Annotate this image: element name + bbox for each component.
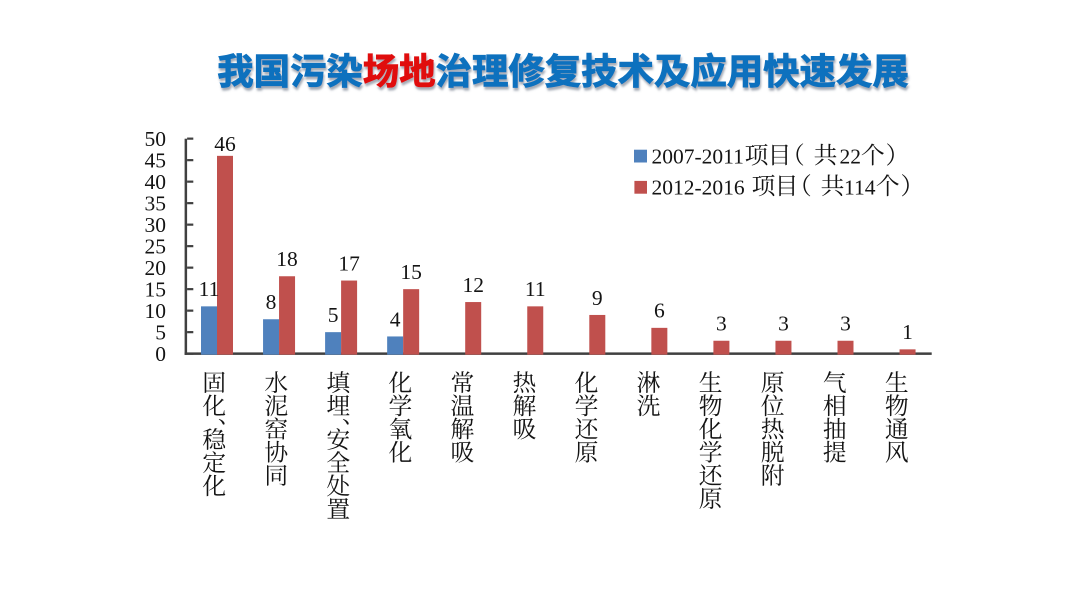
- svg-text:15: 15: [400, 260, 422, 284]
- svg-text:30: 30: [145, 213, 167, 237]
- svg-text:8: 8: [266, 290, 277, 314]
- svg-text:0: 0: [155, 342, 166, 366]
- svg-text:6: 6: [654, 299, 665, 323]
- svg-text:5: 5: [328, 303, 339, 327]
- svg-text:40: 40: [145, 170, 167, 194]
- svg-text:3: 3: [840, 312, 851, 336]
- svg-text:11: 11: [199, 277, 220, 301]
- svg-text:10: 10: [145, 299, 167, 323]
- svg-text:35: 35: [145, 192, 167, 216]
- svg-text:9: 9: [592, 286, 603, 310]
- svg-text:46: 46: [214, 132, 236, 156]
- svg-text:12: 12: [462, 273, 484, 297]
- svg-text:18: 18: [276, 247, 298, 271]
- svg-text:4: 4: [390, 307, 401, 331]
- svg-text:3: 3: [716, 312, 727, 336]
- svg-text:17: 17: [338, 251, 360, 275]
- svg-text:22: 22: [840, 145, 862, 169]
- svg-text:20: 20: [145, 256, 167, 280]
- svg-text:45: 45: [145, 149, 167, 173]
- svg-text:3: 3: [778, 312, 789, 336]
- svg-text:5: 5: [155, 321, 166, 345]
- svg-text:11: 11: [525, 277, 546, 301]
- svg-text:2007-2011: 2007-2011: [652, 145, 744, 169]
- svg-text:15: 15: [145, 278, 167, 302]
- svg-text:50: 50: [145, 127, 167, 151]
- svg-text:25: 25: [145, 235, 167, 259]
- svg-text:1: 1: [902, 320, 913, 344]
- svg-text:114: 114: [844, 175, 876, 199]
- svg-text:2012-2016: 2012-2016: [652, 175, 745, 199]
